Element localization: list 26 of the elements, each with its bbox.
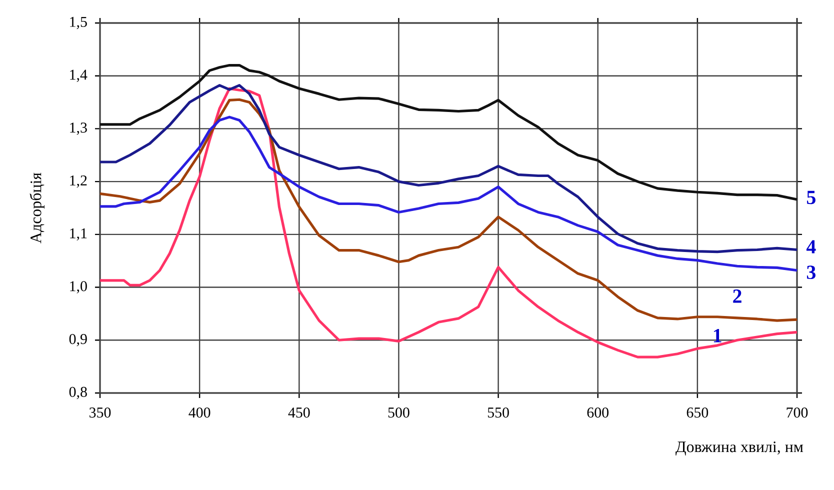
y-tick-label: 1,3 (70, 122, 87, 135)
x-tick-label: 350 (90, 408, 111, 418)
x-tick-label: 650 (686, 408, 708, 418)
y-tick-label: 1,4 (70, 70, 88, 82)
x-tick-label: 700 (786, 408, 808, 418)
line-series (98, 98, 798, 322)
y-tick-label: 1,0 (70, 281, 87, 294)
x-tick-label: 550 (488, 408, 509, 418)
x-tick-label: 600 (587, 408, 609, 418)
x-axis-title: Довжина хвилі, нм (676, 442, 804, 456)
series-label: 2 (733, 290, 742, 303)
x-tick-label: 400 (188, 408, 210, 418)
y-tick-label: 1,5 (70, 16, 87, 30)
y-tick-label: 1,2 (70, 175, 87, 188)
series-label: 1 (714, 329, 722, 342)
line-series (98, 116, 798, 272)
series-label: 5 (807, 190, 816, 204)
series-label: 4 (806, 240, 816, 254)
y-axis-title: Адсорбція (30, 172, 44, 244)
y-tick-label: 1,1 (70, 228, 87, 240)
x-tick-label: 450 (288, 408, 310, 418)
x-tick-label: 500 (388, 408, 410, 418)
y-tick-label: 0,9 (69, 334, 87, 346)
y-tick-label: 0,8 (69, 386, 87, 400)
series-label: 3 (806, 266, 816, 280)
line-series (98, 64, 798, 201)
